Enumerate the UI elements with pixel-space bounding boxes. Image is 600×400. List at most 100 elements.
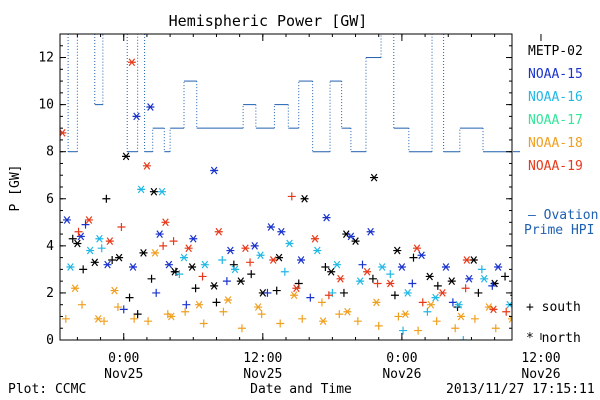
data-point-north bbox=[514, 304, 522, 311]
data-point-south bbox=[414, 326, 423, 335]
data-point-north bbox=[412, 244, 421, 253]
data-point-south bbox=[390, 291, 399, 300]
data-point-south bbox=[100, 317, 109, 326]
data-point-south bbox=[459, 336, 468, 340]
data-point-south bbox=[144, 317, 153, 326]
data-point-north bbox=[151, 249, 160, 257]
data-point-south bbox=[191, 284, 200, 293]
data-point-south bbox=[263, 288, 272, 297]
data-point-north bbox=[66, 263, 75, 271]
data-point-north bbox=[115, 253, 124, 262]
data-point-north bbox=[310, 234, 319, 243]
legend-item-noaa-17: NOAA-17 bbox=[528, 113, 583, 128]
y-tick-label: 2 bbox=[46, 286, 54, 301]
ovation-legend-label: Prime HPI bbox=[524, 223, 594, 238]
data-point-north bbox=[581, 289, 589, 296]
y-tick-label: 0 bbox=[46, 333, 54, 348]
data-point-north bbox=[538, 289, 546, 296]
symbol-key-north: * north bbox=[526, 331, 581, 346]
data-point-north bbox=[142, 161, 151, 170]
x-tick-label: 12:00 bbox=[243, 351, 282, 366]
data-point-south bbox=[409, 253, 418, 262]
data-point-north bbox=[129, 263, 138, 271]
data-point-north bbox=[386, 279, 395, 288]
data-point-north bbox=[583, 238, 591, 245]
data-point-south bbox=[511, 320, 512, 322]
data-point-south bbox=[61, 314, 70, 323]
data-point-north bbox=[431, 293, 440, 302]
data-point-south bbox=[79, 265, 88, 274]
data-point-south bbox=[368, 274, 377, 283]
data-point-south bbox=[175, 270, 184, 279]
y-tick-label: 10 bbox=[38, 98, 54, 113]
data-point-south bbox=[591, 312, 599, 320]
data-point-south bbox=[474, 288, 483, 297]
data-point-south bbox=[451, 324, 460, 333]
data-point-north bbox=[236, 277, 245, 286]
data-point-north bbox=[547, 278, 555, 285]
data-point-south bbox=[117, 223, 126, 232]
data-point-north bbox=[292, 284, 301, 293]
data-point-north bbox=[454, 300, 463, 309]
data-point-north bbox=[277, 227, 286, 236]
data-point-north bbox=[465, 274, 474, 283]
data-point-south bbox=[169, 237, 178, 246]
data-point-north bbox=[164, 260, 173, 269]
data-point-north bbox=[494, 263, 503, 271]
symbol-key-south: + south bbox=[526, 300, 581, 315]
data-point-south bbox=[565, 315, 573, 323]
timestamp: 2013/11/27 17:15:11 bbox=[446, 382, 595, 397]
data-point-north bbox=[95, 234, 104, 243]
data-point-north bbox=[71, 284, 80, 293]
data-point-north bbox=[195, 300, 204, 309]
data-point-south bbox=[280, 267, 289, 276]
data-point-north bbox=[105, 237, 114, 246]
data-point-north bbox=[417, 251, 426, 260]
data-point-north bbox=[139, 249, 148, 257]
data-point-north bbox=[322, 213, 331, 222]
data-point-north bbox=[363, 267, 372, 276]
data-point-south bbox=[294, 279, 303, 288]
data-point-north bbox=[469, 256, 478, 264]
data-point-north bbox=[155, 230, 164, 238]
data-point-north bbox=[226, 246, 235, 255]
data-point-north bbox=[447, 277, 456, 286]
data-point-south bbox=[257, 310, 266, 319]
data-point-north bbox=[250, 241, 259, 250]
data-point-south bbox=[461, 284, 470, 293]
data-point-north bbox=[480, 274, 489, 283]
ovation-legend-label: — Ovation bbox=[528, 208, 598, 223]
data-point-north bbox=[336, 274, 345, 283]
data-point-south bbox=[74, 227, 83, 236]
legend: METP-02 NOAA-15 NOAA-16 NOAA-17 NOAA-18 NOAA-… bbox=[528, 44, 583, 174]
plot-frame bbox=[59, 33, 513, 341]
data-point-south bbox=[108, 255, 117, 264]
chart-title: Hemispheric Power [GW] bbox=[169, 12, 368, 30]
data-point-south bbox=[358, 260, 367, 269]
data-point-south bbox=[399, 326, 408, 335]
data-point-north bbox=[231, 265, 240, 274]
data-point-north bbox=[438, 289, 447, 297]
data-point-south bbox=[594, 303, 600, 311]
data-point-north bbox=[180, 253, 189, 262]
data-point-south bbox=[477, 265, 486, 274]
data-point-north bbox=[327, 267, 336, 276]
data-point-north bbox=[167, 312, 176, 321]
data-point-north bbox=[161, 218, 170, 227]
data-point-south bbox=[219, 307, 228, 316]
data-point-south bbox=[298, 314, 307, 323]
data-point-north bbox=[189, 234, 198, 243]
data-point-south bbox=[317, 298, 326, 307]
data-point-south bbox=[78, 300, 87, 309]
data-point-south bbox=[488, 281, 497, 290]
data-point-north bbox=[122, 152, 131, 161]
data-point-north bbox=[441, 263, 450, 271]
data-point-south bbox=[423, 307, 432, 316]
data-point-north bbox=[489, 305, 498, 314]
data-point-north bbox=[370, 173, 379, 182]
data-point-north bbox=[241, 244, 250, 253]
data-point-north bbox=[332, 260, 341, 269]
legend-item-noaa-19: NOAA-19 bbox=[528, 159, 583, 174]
data-point-south bbox=[246, 258, 255, 267]
